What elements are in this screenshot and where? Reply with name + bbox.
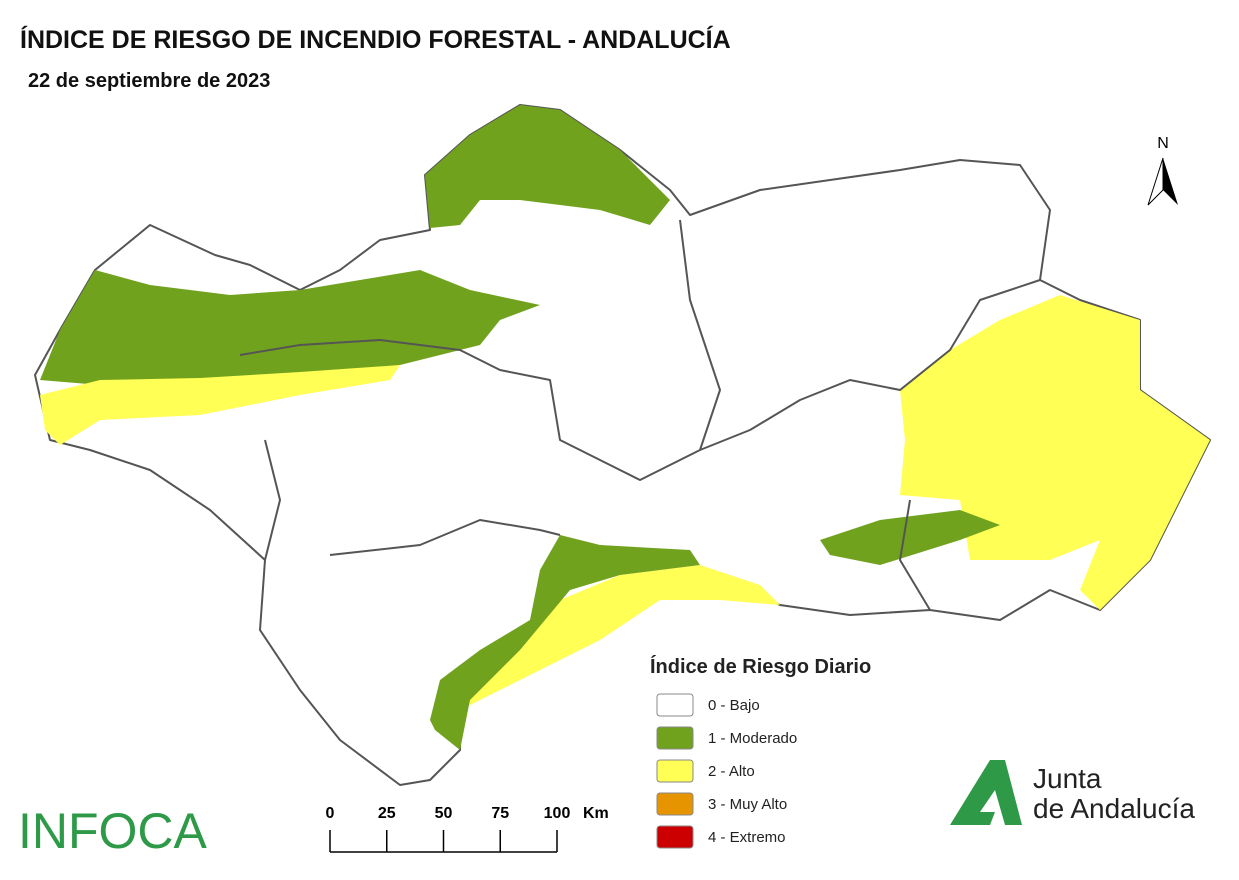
legend-swatch [656, 726, 694, 750]
junta-line2: de Andalucía [1033, 793, 1195, 824]
legend-swatch [656, 792, 694, 816]
scale-unit: Km [583, 805, 609, 822]
scale-label: 75 [491, 805, 509, 822]
scale-label: 50 [435, 805, 453, 822]
zone-high [40, 365, 400, 445]
legend-title: Índice de Riesgo Diario [650, 655, 871, 678]
title: ÍNDICE DE RIESGO DE INCENDIO FORESTAL - … [20, 25, 731, 54]
date: 22 de septiembre de 2023 [28, 70, 270, 92]
infoca-logo: INFOCA [18, 803, 208, 859]
north-arrow: N [1147, 135, 1178, 206]
legend: Índice de Riesgo Diario 0 - Bajo 1 - Mode… [650, 655, 871, 849]
legend-swatch [656, 825, 694, 849]
junta-line1: Junta [1033, 763, 1102, 794]
legend-label: 0 - Bajo [708, 697, 760, 714]
legend-label: 3 - Muy Alto [708, 796, 787, 813]
zone-moderate [430, 535, 700, 750]
scale-label: 25 [378, 805, 396, 822]
junta-logo: Junta de Andalucía [950, 760, 1195, 825]
scale-label: 0 [326, 805, 335, 822]
north-label: N [1157, 135, 1169, 152]
legend-label: 2 - Alto [708, 763, 755, 780]
zone-moderate [40, 270, 540, 385]
scale-bar: 0 25 50 75 100 Km [326, 805, 609, 853]
zone-moderate [820, 510, 1000, 565]
legend-swatch [656, 759, 694, 783]
scale-label: 100 [544, 805, 571, 822]
legend-swatch [656, 693, 694, 717]
province-borders [239, 219, 1041, 611]
zone-moderate [425, 105, 670, 228]
legend-label: 4 - Extremo [708, 829, 786, 846]
map [34, 104, 1211, 786]
legend-label: 1 - Moderado [708, 730, 797, 747]
zone-high [460, 565, 780, 705]
